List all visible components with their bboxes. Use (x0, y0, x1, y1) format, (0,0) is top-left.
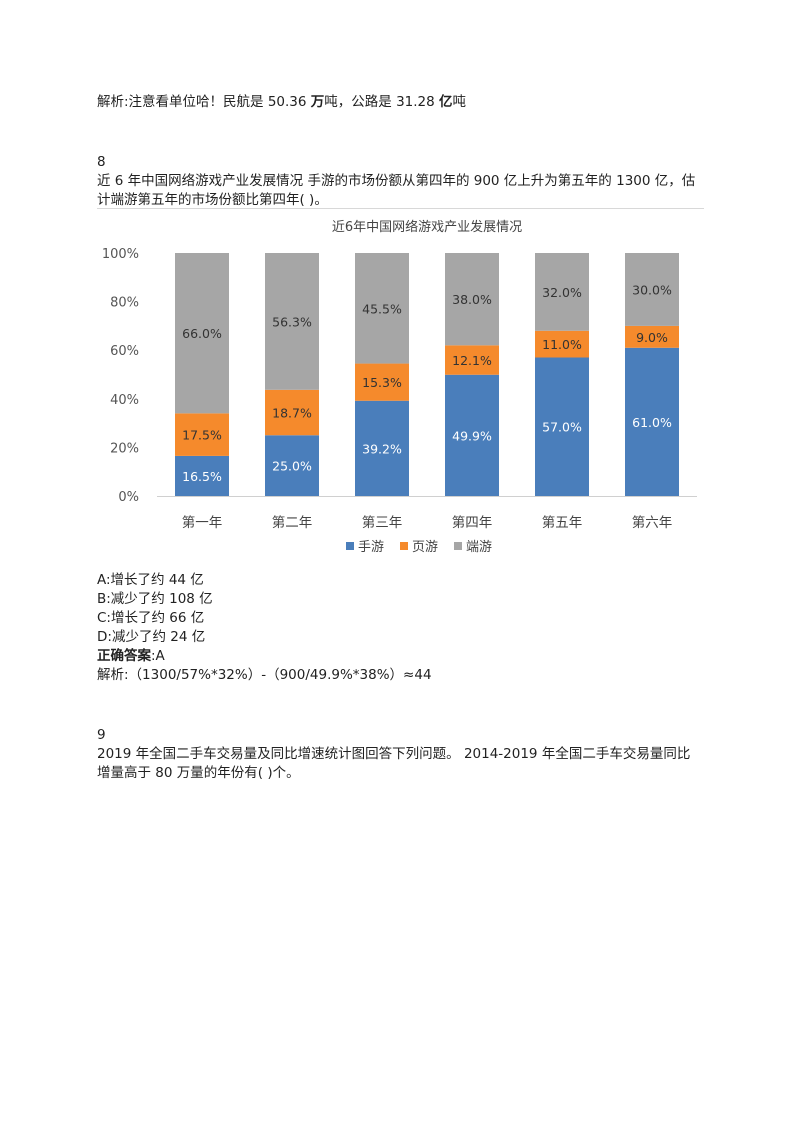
question-8-line-1: 近 6 年中国网络游戏产业发展情况 手游的市场份额从第四年的 900 亿上升为第… (97, 173, 696, 189)
correct-answer: 正确答案:A (97, 646, 165, 666)
question-8-number: 8 (97, 154, 106, 170)
option-c: C:增长了约 66 亿 (97, 610, 205, 626)
data-label-web: 18.7% (272, 406, 312, 421)
data-label-mobile: 16.5% (182, 469, 222, 484)
bar-segment-mobile (535, 357, 589, 496)
legend-pc-swatch (454, 542, 462, 550)
y-tick-label: 80% (110, 296, 139, 311)
data-label-pc: 56.3% (272, 314, 312, 329)
data-label-mobile: 39.2% (362, 441, 402, 456)
bar-segment-web (355, 363, 409, 401)
bar-segment-web (175, 413, 229, 456)
correct-answer-value: :A (151, 648, 165, 664)
intro-text-suffix: 吨 (452, 94, 467, 110)
legend-mobile-label: 手游 (358, 540, 384, 555)
data-label-pc: 30.0% (632, 282, 672, 297)
intro-text-mid: 吨，公路是 31.28 (324, 94, 440, 110)
question-8-line-2: 计端游第五年的市场份额比第四年( )。 (97, 192, 328, 208)
x-category-label: 第五年 (542, 514, 583, 531)
bar-segment-pc (445, 253, 499, 346)
y-tick-label: 20% (110, 441, 139, 456)
bar-segment-pc (535, 253, 589, 331)
bar-segment-web (535, 330, 589, 358)
data-label-web: 17.5% (182, 428, 222, 443)
intro-analysis: 解析:注意看单位哈！民航是 50.36 万吨，公路是 31.28 亿吨 (97, 92, 466, 112)
data-label-web: 11.0% (542, 337, 582, 352)
data-label-mobile: 61.0% (632, 415, 672, 430)
y-tick-label: 100% (102, 247, 139, 262)
bar-segment-web (625, 325, 679, 348)
data-label-web: 12.1% (452, 353, 492, 368)
chart-title: 近6年中国网络游戏产业发展情况 (332, 219, 522, 235)
bar-segment-mobile (625, 347, 679, 496)
x-category-label: 第二年 (272, 514, 313, 531)
x-category-label: 第六年 (632, 514, 673, 531)
question-8-analysis: 解析:（1300/57%*32%）-（900/49.9%*38%）≈44 (97, 667, 432, 683)
bar-segment-pc (625, 253, 679, 326)
bar-segment-web (265, 389, 319, 436)
bar-segment-mobile (265, 435, 319, 496)
intro-text-prefix: 解析:注意看单位哈！民航是 50.36 (97, 94, 311, 110)
chart-canvas: 近6年中国网络游戏产业发展情况 0% 20% 40% 60% 80% 100% 16.5% 17… (102, 219, 697, 555)
y-tick-label: 40% (110, 393, 139, 408)
intro-unit-yi: 亿 (439, 94, 453, 110)
bar-segment-mobile (175, 455, 229, 496)
x-category-label: 第三年 (362, 514, 403, 531)
legend-web-swatch (400, 542, 408, 550)
bar-segment-pc (355, 253, 409, 364)
x-category-label: 第四年 (452, 514, 493, 531)
option-a: A:增长了约 44 亿 (97, 572, 204, 588)
data-label-pc: 45.5% (362, 301, 402, 316)
data-label-pc: 66.0% (182, 326, 222, 341)
legend-pc-label: 端游 (466, 540, 492, 555)
y-tick-label: 0% (118, 490, 139, 505)
question-9-line-1: 2019 年全国二手车交易量及同比增速统计图回答下列问题。 2014-2019 … (97, 746, 691, 762)
x-category-label: 第一年 (182, 514, 223, 531)
data-label-mobile: 25.0% (272, 459, 312, 474)
bar-segment-pc (265, 253, 319, 390)
question-9-line-2: 增量高于 80 万量的年份有( )个。 (97, 765, 300, 781)
y-tick-label: 60% (110, 344, 139, 359)
bar-segment-mobile (355, 400, 409, 496)
data-label-pc: 38.0% (452, 292, 492, 307)
legend-web-label: 页游 (412, 540, 438, 555)
bar-segment-web (445, 345, 499, 375)
stacked-bar-chart: 近6年中国网络游戏产业发展情况 0% 20% 40% 60% 80% 100% 16.5% 17… (97, 208, 704, 569)
data-label-web: 15.3% (362, 375, 402, 390)
bar-segment-mobile (445, 374, 499, 496)
intro-unit-wan: 万 (310, 94, 325, 110)
option-b: B:减少了约 108 亿 (97, 591, 213, 607)
question-9-number: 9 (97, 727, 106, 743)
data-label-mobile: 57.0% (542, 420, 582, 435)
legend-mobile-swatch (346, 542, 354, 550)
data-label-web: 9.0% (636, 330, 668, 345)
data-label-mobile: 49.9% (452, 428, 492, 443)
correct-answer-label: 正确答案 (97, 648, 151, 664)
bar-segment-pc (175, 253, 229, 414)
data-label-pc: 32.0% (542, 285, 582, 300)
option-d: D:减少了约 24 亿 (97, 629, 206, 645)
